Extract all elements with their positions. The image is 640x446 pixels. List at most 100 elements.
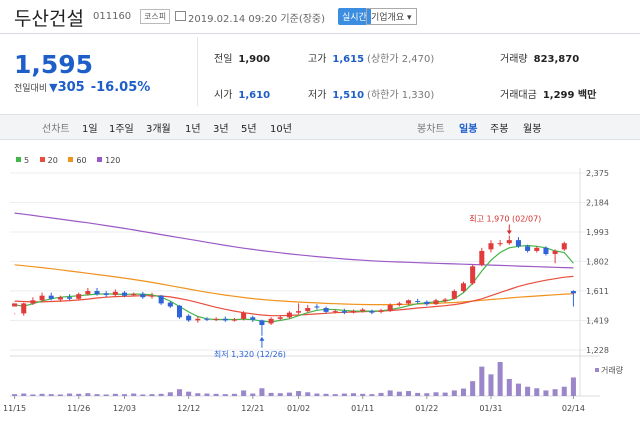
candle	[387, 304, 393, 312]
open-price: 시가 1,610	[214, 86, 270, 101]
legend-item-ma20: 20	[39, 156, 58, 165]
open-label: 시가	[214, 90, 233, 101]
tab-3y[interactable]: 3년	[213, 124, 229, 135]
candle	[433, 300, 439, 305]
candle	[222, 318, 228, 321]
x-tick-label: 01/31	[479, 404, 502, 413]
candle	[479, 250, 485, 265]
volume-bar	[231, 393, 237, 396]
volume-bar	[442, 392, 448, 396]
high-price: 고가 1,615 (상한가 2,470)	[308, 50, 434, 65]
candle	[332, 311, 338, 313]
tab-1w[interactable]: 1주일	[109, 124, 134, 135]
tab-line-chart[interactable]: 선차트	[42, 124, 70, 135]
tab-1d[interactable]: 1일	[82, 124, 98, 135]
lower-limit: (하한가 1,330)	[367, 90, 435, 101]
volume-bar	[323, 393, 329, 396]
candle	[176, 305, 183, 318]
candle	[360, 309, 366, 312]
tab-candle-chart[interactable]: 봉차트	[417, 124, 445, 135]
tab-daily[interactable]: 일봉	[459, 124, 478, 135]
ma5-line	[14, 244, 574, 323]
current-price: 1,595	[14, 50, 94, 79]
candle	[112, 291, 118, 295]
volume-bar	[259, 388, 265, 396]
trade-value: 거래대금 1,299 백만	[500, 86, 596, 101]
y-tick-label: 2,184	[586, 198, 609, 207]
volume-bar	[296, 391, 302, 396]
candle	[167, 302, 173, 307]
candle	[561, 243, 567, 250]
chart-legend: 5 20 60 120	[16, 156, 128, 165]
candle	[405, 300, 412, 304]
legend-ma5-label: 5	[24, 156, 30, 165]
volume-bar	[387, 390, 393, 396]
candle	[277, 317, 283, 319]
company-info-dropdown[interactable]: 기업개요 ▾	[366, 8, 417, 25]
candle	[213, 318, 219, 320]
volume-bar	[570, 377, 576, 396]
volume-bar	[497, 362, 503, 396]
volume-value: 823,870	[533, 54, 580, 65]
volume-bar	[85, 393, 91, 396]
volume-bar	[314, 393, 320, 396]
chart-annotations: 최고 1,970 (02/07) 최저 1,320 (12/26)	[214, 213, 541, 358]
x-tick-label: 02/14	[562, 404, 585, 413]
timestamp: 2019.02.14 09:20 기준(장중)	[188, 14, 326, 25]
candle	[30, 300, 36, 304]
volume-bar	[378, 392, 384, 396]
candle	[341, 311, 347, 313]
candle	[515, 240, 521, 247]
volume-bar	[369, 394, 375, 396]
tab-10y[interactable]: 10년	[270, 124, 292, 135]
stock-code: 011160	[93, 11, 132, 22]
high-label: 고가	[308, 54, 327, 65]
legend-item-ma120: 120	[97, 156, 120, 165]
y-tick-label: 2,375	[586, 169, 609, 178]
legend-swatch	[68, 157, 74, 162]
tab-5y[interactable]: 5년	[241, 124, 257, 135]
volume-bar	[149, 394, 155, 396]
volume-bar	[222, 394, 228, 396]
volume-bar	[167, 392, 173, 396]
volume-bar	[121, 394, 128, 396]
volume-bar	[268, 392, 274, 396]
stock-header: 두산건설 011160 코스피 2019.02.14 09:20 기준(장중) …	[0, 0, 640, 34]
x-tick-label: 01/22	[415, 404, 438, 413]
stock-name: 두산건설	[14, 8, 84, 30]
volume-bar	[433, 392, 439, 396]
tab-weekly[interactable]: 주봉	[490, 124, 509, 135]
tab-1y[interactable]: 1년	[185, 124, 201, 135]
candle	[552, 250, 558, 255]
low-price: 저가 1,510 (하한가 1,330)	[308, 86, 434, 101]
volume-bar	[103, 394, 109, 396]
tab-monthly[interactable]: 월봉	[523, 124, 542, 135]
candle	[451, 291, 457, 299]
volume-bar	[396, 391, 402, 396]
volume-bar	[94, 394, 100, 396]
candle	[314, 306, 320, 308]
candle	[378, 310, 384, 312]
candle	[323, 308, 329, 312]
volume-bar	[67, 393, 73, 396]
volume-bars: 거래량	[12, 362, 624, 396]
volume-bar	[543, 390, 549, 396]
volume-bar	[424, 393, 430, 396]
volume-bar	[415, 392, 421, 396]
volume-bar	[360, 393, 366, 396]
candle	[94, 291, 100, 295]
realtime-button[interactable]: 실시간	[338, 8, 371, 25]
volume-bar	[195, 393, 201, 396]
volume-bar	[451, 390, 457, 396]
tab-3m[interactable]: 3개월	[146, 124, 171, 135]
low-label: 저가	[308, 90, 327, 101]
candle	[149, 295, 155, 297]
change-percent: -16.05%	[90, 80, 151, 95]
volume-bar	[21, 393, 27, 396]
candle	[48, 295, 54, 299]
candle	[470, 266, 476, 284]
high-arrowhead-icon	[506, 230, 512, 235]
chart-grid	[10, 168, 600, 397]
prev-close-label: 전일	[214, 54, 233, 65]
prev-close: 전일 1,900	[214, 50, 270, 65]
